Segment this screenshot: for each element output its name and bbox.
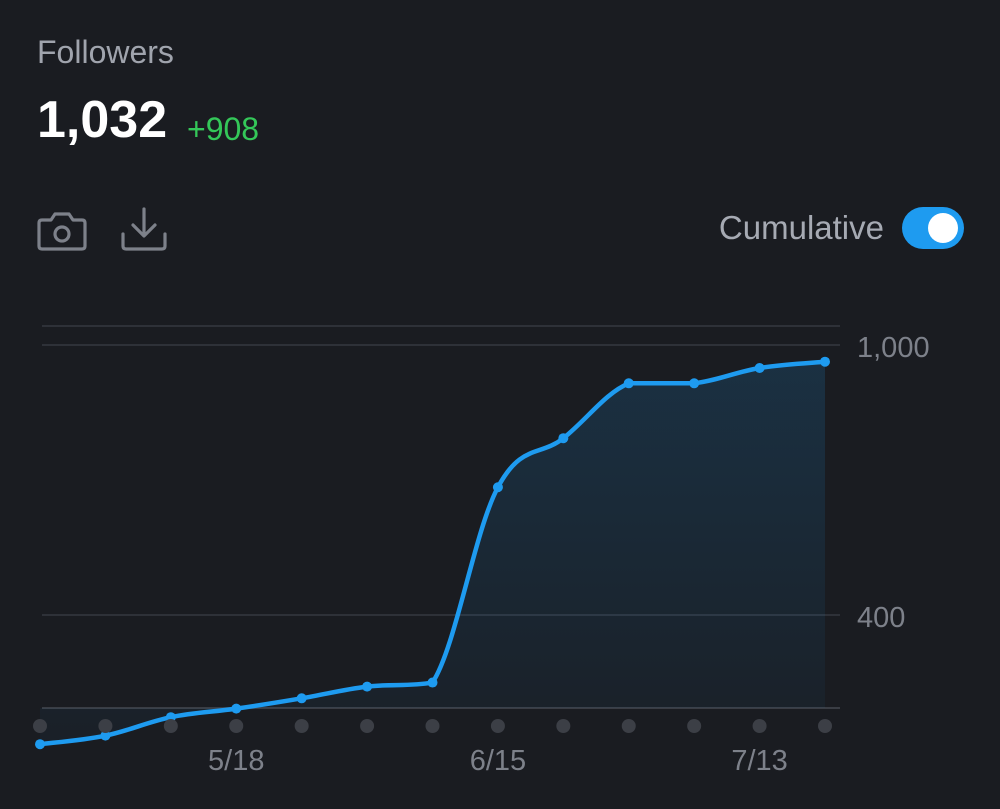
cumulative-toggle-group: Cumulative xyxy=(719,207,964,249)
camera-icon[interactable] xyxy=(36,206,88,254)
cumulative-toggle[interactable] xyxy=(902,207,964,249)
data-point-7-20 xyxy=(820,356,830,367)
data-point-5-25 xyxy=(296,693,307,704)
data-point-6-8 xyxy=(427,677,438,688)
x-axis-ticks xyxy=(33,719,832,733)
x-tick-dot-10 xyxy=(687,719,702,733)
x-tick-dot-3 xyxy=(229,719,244,733)
x-axis-labels: 5/18 6/15 7/13 xyxy=(208,745,788,777)
x-tick-dot-7 xyxy=(490,719,505,733)
x-tick-dot-11 xyxy=(752,719,767,733)
data-point-6-22 xyxy=(558,433,569,444)
toggle-knob xyxy=(928,213,958,243)
x-tick-dot-9 xyxy=(621,719,636,733)
x-tick-label-1: 6/15 xyxy=(470,745,526,777)
data-point-6-29 xyxy=(623,378,634,389)
y-tick-label-0: 400 xyxy=(857,602,905,634)
follower-delta: +908 xyxy=(187,111,260,147)
x-tick-dot-8 xyxy=(556,719,571,733)
data-point-7-13 xyxy=(754,363,765,373)
x-tick-dot-0 xyxy=(33,719,47,733)
x-tick-dot-1 xyxy=(98,719,113,733)
x-tick-dot-2 xyxy=(163,719,178,733)
x-tick-label-2: 7/13 xyxy=(731,745,787,777)
x-tick-dot-5 xyxy=(360,719,375,733)
x-tick-dot-6 xyxy=(425,719,440,733)
data-point-6-15 xyxy=(492,482,503,493)
download-icon[interactable] xyxy=(118,204,170,252)
data-point-5-18 xyxy=(231,703,242,714)
follower-total: 1,032 xyxy=(37,91,168,149)
data-point-4-27 xyxy=(35,739,45,750)
cumulative-label: Cumulative xyxy=(718,209,884,246)
data-point-6-1 xyxy=(362,681,373,692)
x-tick-dot-4 xyxy=(294,719,309,733)
data-point-7-6 xyxy=(689,378,700,389)
y-tick-label-1: 1,000 xyxy=(857,332,930,364)
x-tick-dot-12 xyxy=(818,719,832,733)
x-tick-label-0: 5/18 xyxy=(208,745,264,777)
data-point-5-4 xyxy=(100,730,111,741)
area-fill xyxy=(40,361,825,745)
y-axis-labels: 400 1,000 xyxy=(857,332,930,634)
chart-title: Followers xyxy=(37,34,174,70)
